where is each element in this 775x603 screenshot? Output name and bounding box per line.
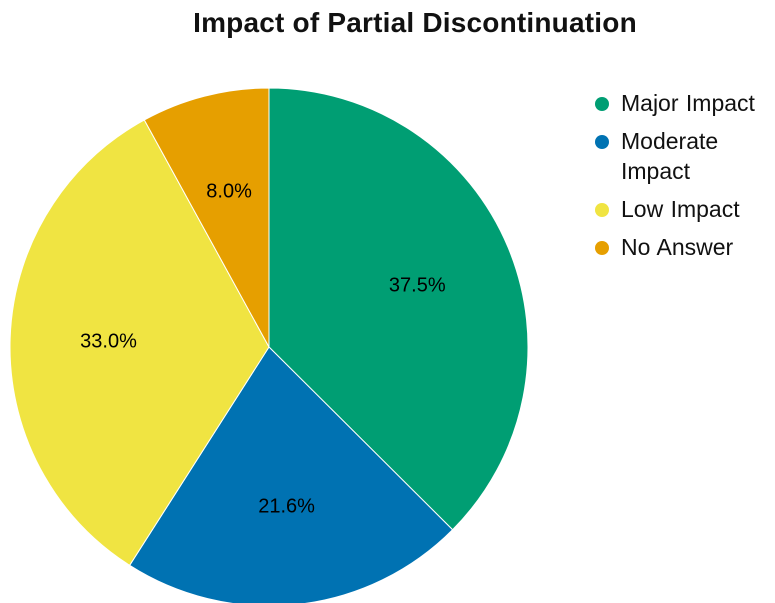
legend-swatch-low-impact <box>595 203 609 217</box>
pie-slice-moderate-impact <box>128 346 454 603</box>
pie-labels: 37.5% 21.6% 33.0% 8.0% <box>80 180 446 517</box>
pie-slice-no-answer <box>143 87 270 348</box>
legend-item-moderate-impact: Moderate Impact <box>595 126 770 186</box>
slice-label-major-impact: 37.5% <box>389 274 446 296</box>
legend-item-low-impact: Low Impact <box>595 194 770 224</box>
legend-label-major-impact: Major Impact <box>621 90 755 116</box>
pie-slice-major-impact <box>268 87 529 531</box>
legend-label-low-impact: Low Impact <box>621 196 740 222</box>
legend-item-no-answer: No Answer <box>595 232 770 262</box>
legend: Major Impact Moderate Impact Low Impact … <box>595 88 770 270</box>
legend-label-no-answer: No Answer <box>621 234 734 260</box>
legend-swatch-no-answer <box>595 241 609 255</box>
legend-label-moderate-impact: Moderate Impact <box>621 128 719 184</box>
slice-label-low-impact: 33.0% <box>80 331 137 353</box>
slice-label-moderate-impact: 21.6% <box>258 496 315 518</box>
chart-title: Impact of Partial Discontinuation <box>193 7 637 38</box>
legend-swatch-major-impact <box>595 97 609 111</box>
pie-slice-low-impact <box>9 119 270 567</box>
slice-label-no-answer: 8.0% <box>206 180 252 202</box>
legend-item-major-impact: Major Impact <box>595 88 770 118</box>
pie-slices <box>9 87 529 603</box>
legend-swatch-moderate-impact <box>595 135 609 149</box>
